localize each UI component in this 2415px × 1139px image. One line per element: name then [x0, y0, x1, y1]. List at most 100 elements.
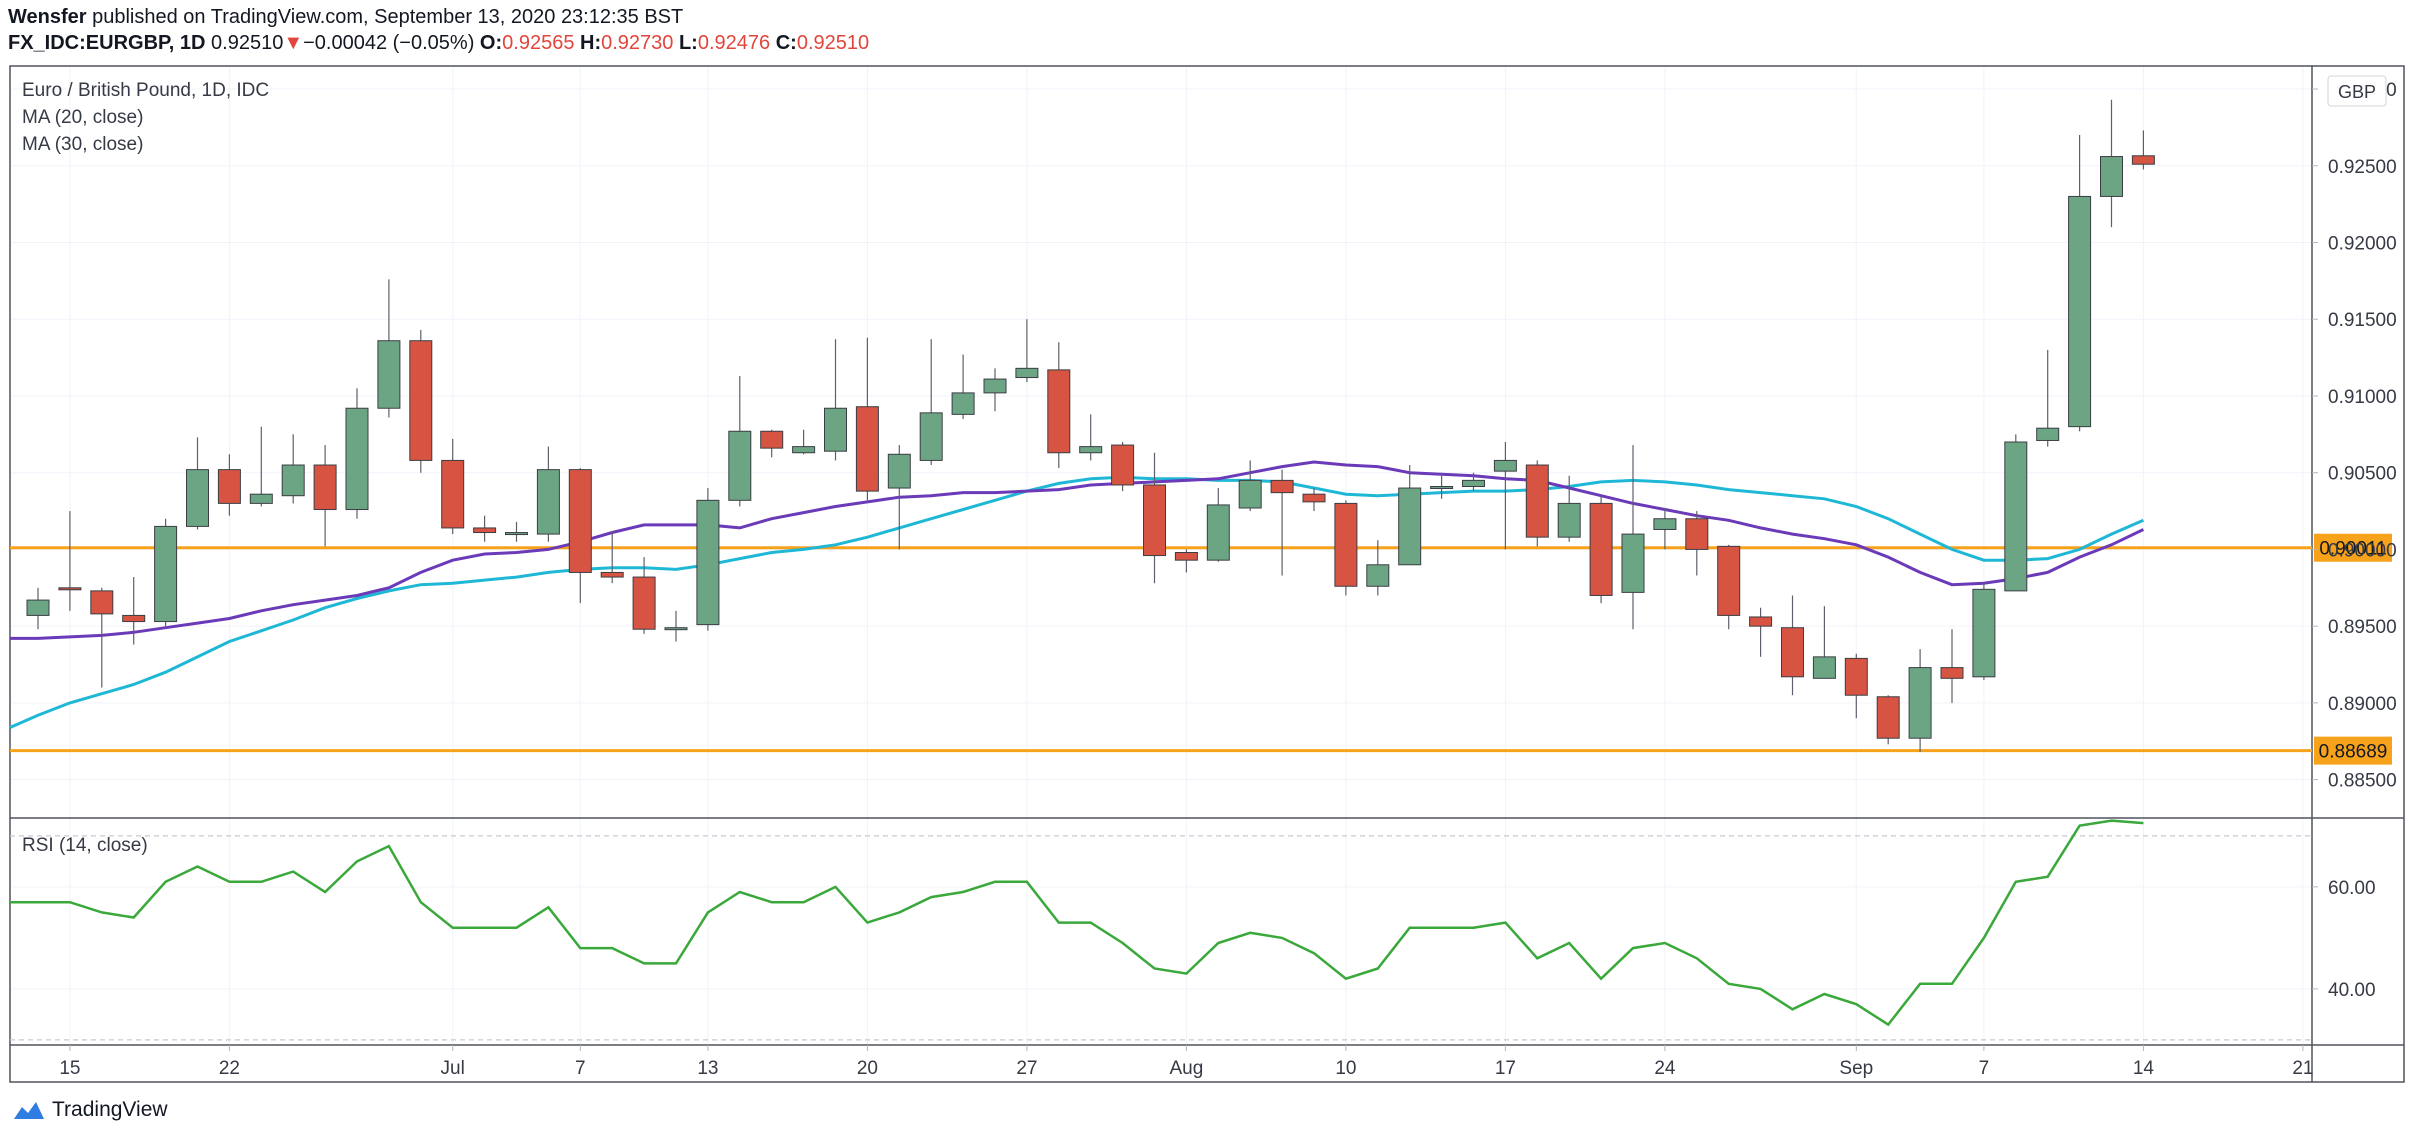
candle-body [1908, 667, 1932, 739]
footer-brand[interactable]: TradingView [12, 1098, 168, 1122]
symbol-label: FX_IDC:EURGBP, 1D [8, 32, 206, 54]
time-tick-label: 13 [697, 1058, 718, 1079]
candle-body [2004, 441, 2028, 592]
brand-name: TradingView [52, 1098, 168, 1121]
candle [792, 429, 816, 455]
time-tick-label: 7 [575, 1058, 586, 1079]
candle-body [409, 340, 433, 461]
rsi-tick-label: 60.00 [2328, 878, 2376, 899]
candle [824, 339, 847, 461]
candle [951, 354, 975, 419]
candle [2036, 349, 2060, 447]
candle-body [536, 469, 560, 535]
time-tick-label: 21 [2292, 1058, 2313, 1079]
time-tick-label: Aug [1169, 1058, 1203, 1079]
candle-body [154, 525, 178, 623]
candle-body [1493, 459, 1517, 472]
low-value: 0.92476 [697, 32, 771, 54]
candle-body [919, 412, 943, 461]
candle-body [1015, 367, 1039, 379]
time-tick-label: 24 [1654, 1058, 1676, 1079]
candle [1685, 511, 1709, 576]
candle [1972, 583, 1996, 680]
legend-rsi[interactable]: RSI (14, close) [22, 835, 148, 856]
publish-info: Wensfer published on TradingView.com, Se… [8, 6, 683, 29]
candle-body [2131, 155, 2155, 165]
candle-body [1302, 493, 1326, 503]
candle [1844, 653, 1868, 719]
candle [1015, 319, 1039, 383]
ma30-line [9, 475, 2144, 729]
candle [1174, 549, 1198, 573]
chart-frame [9, 65, 2405, 1083]
candle-body [217, 469, 241, 504]
level-label: 0.90011 [2319, 539, 2386, 560]
time-tick-label: 17 [1495, 1058, 1516, 1079]
candle [1525, 460, 1549, 547]
candle [632, 557, 656, 634]
candle-body [313, 464, 337, 511]
published-text: published on TradingView.com, September … [92, 6, 684, 28]
candle [122, 577, 146, 645]
candle-body [632, 576, 656, 630]
candle-body [1717, 545, 1741, 616]
candle [249, 426, 273, 507]
candle-body [441, 459, 465, 529]
level-label-box [2314, 533, 2392, 562]
candle [1717, 544, 1741, 630]
price-tick-label: 0.89000 [2328, 694, 2397, 715]
level-label: 0.88689 [2319, 742, 2388, 763]
close-label: C: [775, 32, 797, 54]
candle-body [951, 392, 975, 415]
time-tick-label: 22 [219, 1058, 240, 1079]
candle-body [2100, 156, 2123, 197]
candle [1270, 469, 1294, 576]
candle-body [1079, 446, 1103, 454]
price-tick-label: 0.92500 [2328, 157, 2397, 178]
candle-body [122, 614, 146, 623]
price-tick-label: 0.91000 [2328, 387, 2397, 408]
horizontal-levels[interactable]: 0.90011 0.88689 [10, 533, 2392, 765]
candle-body [281, 464, 305, 497]
candle [2131, 130, 2155, 170]
candle-body [1940, 667, 1964, 679]
candle-body [1972, 588, 1996, 678]
candle-body [505, 532, 528, 536]
legend-ma20[interactable]: MA (20, close) [22, 107, 144, 128]
candle [441, 438, 465, 535]
candle [1557, 475, 1581, 542]
legend-ma30[interactable]: MA (30, close) [22, 134, 144, 155]
candle [409, 329, 433, 473]
candle-body [1334, 502, 1358, 587]
candle [1302, 488, 1326, 512]
candle-body [90, 590, 114, 615]
candle-body [186, 469, 209, 527]
candle-body [1653, 518, 1677, 530]
tradingview-logo-icon [14, 1102, 44, 1119]
candle-body [696, 499, 720, 626]
candle [1334, 500, 1358, 596]
candle [696, 488, 720, 631]
candle [1812, 606, 1836, 679]
candle [377, 279, 401, 418]
candle-body [568, 469, 592, 573]
candle-body [760, 430, 784, 449]
candle-body [1174, 551, 1198, 561]
low-label: L: [678, 32, 698, 54]
author-name[interactable]: Wensfer [8, 6, 87, 28]
candle [1493, 442, 1517, 550]
currency-box[interactable] [2327, 75, 2387, 107]
price-tick-label: 0.88500 [2328, 771, 2397, 792]
candle-body [1111, 444, 1135, 486]
candle-body [249, 493, 273, 504]
candle [186, 437, 209, 530]
candle [1589, 495, 1613, 604]
candle-body [1812, 656, 1836, 679]
candle [1047, 342, 1071, 469]
currency-label: GBP [2338, 82, 2376, 102]
candle-body [473, 527, 497, 534]
candle-body [887, 453, 911, 489]
candle-body [2068, 195, 2092, 428]
candle-body [1589, 502, 1613, 596]
